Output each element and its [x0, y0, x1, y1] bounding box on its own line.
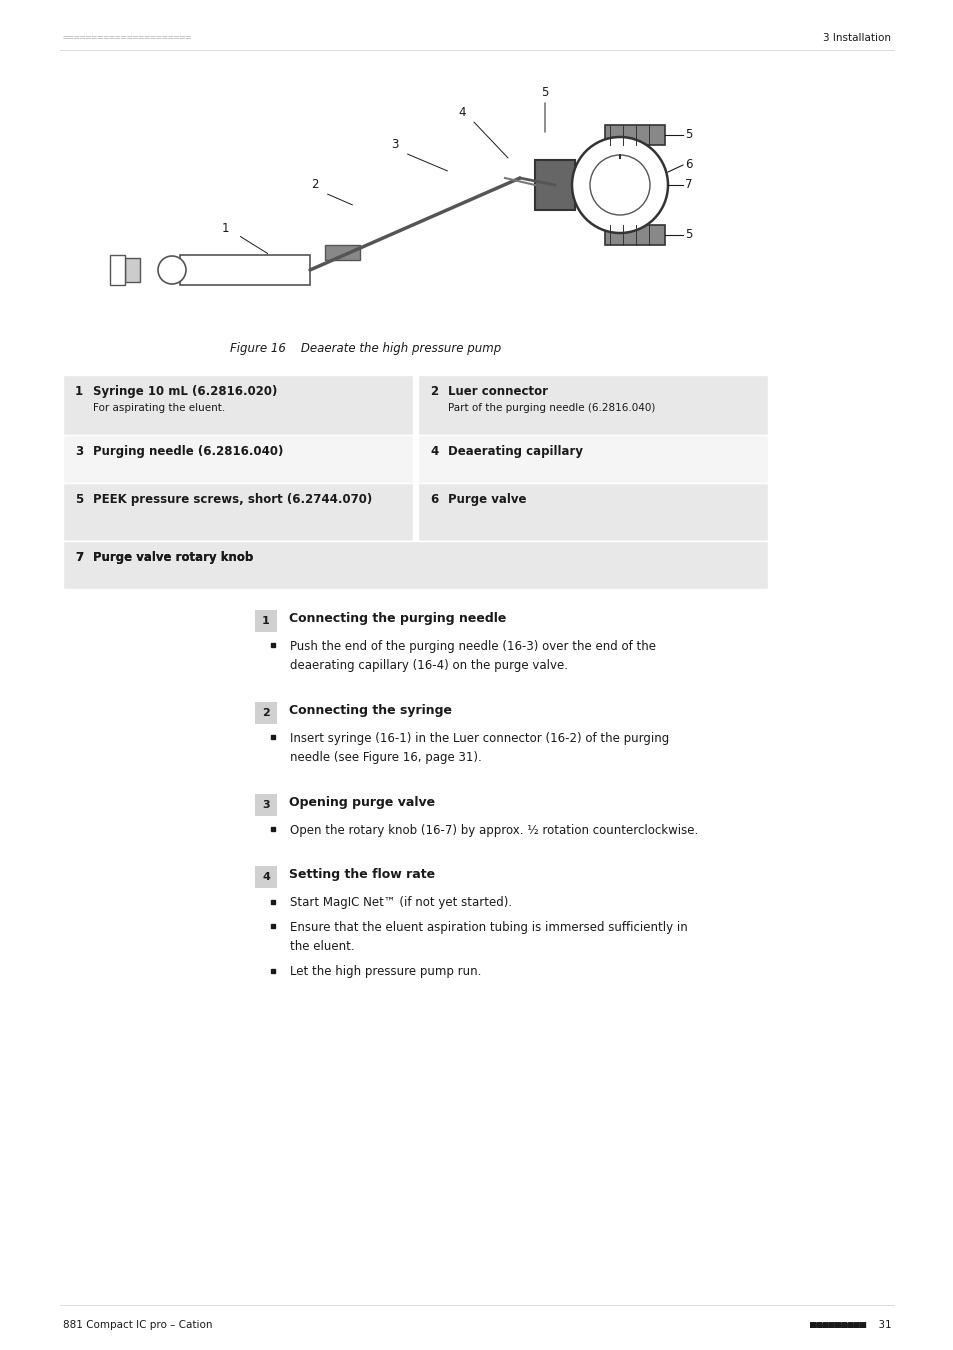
Text: 2: 2 — [430, 385, 437, 398]
Text: 3 Installation: 3 Installation — [822, 32, 890, 43]
Text: 1: 1 — [221, 221, 229, 235]
Text: For aspirating the eluent.: For aspirating the eluent. — [92, 404, 225, 413]
Text: 5: 5 — [684, 228, 692, 242]
FancyBboxPatch shape — [63, 375, 413, 435]
Text: 7: 7 — [75, 551, 83, 564]
Text: 5: 5 — [75, 493, 83, 506]
Text: Setting the flow rate: Setting the flow rate — [289, 868, 435, 882]
Text: 7: 7 — [684, 178, 692, 192]
Circle shape — [158, 256, 186, 284]
Text: 7: 7 — [75, 551, 83, 564]
Text: ======================: ====================== — [63, 32, 193, 43]
FancyBboxPatch shape — [63, 541, 413, 589]
FancyBboxPatch shape — [417, 435, 767, 483]
Text: PEEK pressure screws, short (6.2744.070): PEEK pressure screws, short (6.2744.070) — [92, 493, 372, 506]
Text: 4: 4 — [457, 105, 465, 119]
Text: 881 Compact IC pro – Cation: 881 Compact IC pro – Cation — [63, 1320, 213, 1330]
Text: 3: 3 — [391, 139, 398, 151]
Text: 2: 2 — [311, 178, 318, 192]
Text: 6: 6 — [684, 158, 692, 171]
Text: Luer connector: Luer connector — [448, 385, 547, 398]
Circle shape — [589, 155, 649, 215]
Polygon shape — [325, 244, 359, 261]
Text: Let the high pressure pump run.: Let the high pressure pump run. — [290, 965, 481, 977]
FancyBboxPatch shape — [254, 794, 276, 815]
Text: 4: 4 — [430, 446, 437, 458]
Text: 1: 1 — [75, 385, 83, 398]
Text: needle (see Figure 16, page 31).: needle (see Figure 16, page 31). — [290, 752, 481, 764]
Polygon shape — [110, 255, 125, 285]
FancyBboxPatch shape — [63, 435, 413, 483]
Text: 6: 6 — [430, 493, 437, 506]
Text: Insert syringe (16-1) in the Luer connector (16-2) of the purging: Insert syringe (16-1) in the Luer connec… — [290, 732, 669, 745]
Circle shape — [572, 136, 667, 234]
Text: Syringe 10 mL (6.2816.020): Syringe 10 mL (6.2816.020) — [92, 385, 277, 398]
Text: 5: 5 — [684, 128, 692, 142]
Text: Figure 16    Deaerate the high pressure pump: Figure 16 Deaerate the high pressure pum… — [230, 342, 500, 355]
FancyBboxPatch shape — [254, 867, 276, 888]
Text: Start MagIC Net™ (if not yet started).: Start MagIC Net™ (if not yet started). — [290, 896, 512, 910]
Text: ■■■■■■■■■  31: ■■■■■■■■■ 31 — [809, 1320, 890, 1330]
Text: the eluent.: the eluent. — [290, 941, 355, 953]
FancyBboxPatch shape — [254, 610, 276, 632]
Text: Deaerating capillary: Deaerating capillary — [448, 446, 582, 458]
Text: Push the end of the purging needle (16-3) over the end of the: Push the end of the purging needle (16-3… — [290, 640, 656, 653]
Text: deaerating capillary (16-4) on the purge valve.: deaerating capillary (16-4) on the purge… — [290, 660, 567, 672]
Polygon shape — [535, 161, 575, 211]
Text: 1: 1 — [262, 616, 270, 626]
Text: Part of the purging needle (6.2816.040): Part of the purging needle (6.2816.040) — [448, 404, 655, 413]
Text: Purge valve rotary knob: Purge valve rotary knob — [92, 551, 253, 564]
Text: Open the rotary knob (16-7) by approx. ½ rotation counterclockwise.: Open the rotary knob (16-7) by approx. ½… — [290, 824, 698, 837]
Text: Connecting the syringe: Connecting the syringe — [289, 703, 452, 717]
Text: 2: 2 — [262, 707, 270, 718]
Text: Opening purge valve: Opening purge valve — [289, 796, 435, 809]
Text: Purging needle (6.2816.040): Purging needle (6.2816.040) — [92, 446, 283, 458]
Text: 4: 4 — [262, 872, 270, 883]
Text: Purge valve: Purge valve — [448, 493, 526, 506]
Text: 3: 3 — [262, 801, 270, 810]
Polygon shape — [604, 126, 664, 144]
Polygon shape — [125, 258, 140, 282]
FancyBboxPatch shape — [417, 483, 767, 541]
FancyBboxPatch shape — [63, 483, 413, 541]
Polygon shape — [180, 255, 310, 285]
Text: Connecting the purging needle: Connecting the purging needle — [289, 612, 506, 625]
FancyBboxPatch shape — [254, 702, 276, 724]
Text: Ensure that the eluent aspiration tubing is immersed sufficiently in: Ensure that the eluent aspiration tubing… — [290, 921, 687, 934]
Text: 3: 3 — [75, 446, 83, 458]
Text: 5: 5 — [540, 85, 548, 99]
FancyBboxPatch shape — [417, 375, 767, 435]
Polygon shape — [604, 225, 664, 244]
FancyBboxPatch shape — [63, 541, 767, 589]
Text: Purge valve rotary knob: Purge valve rotary knob — [92, 551, 253, 564]
